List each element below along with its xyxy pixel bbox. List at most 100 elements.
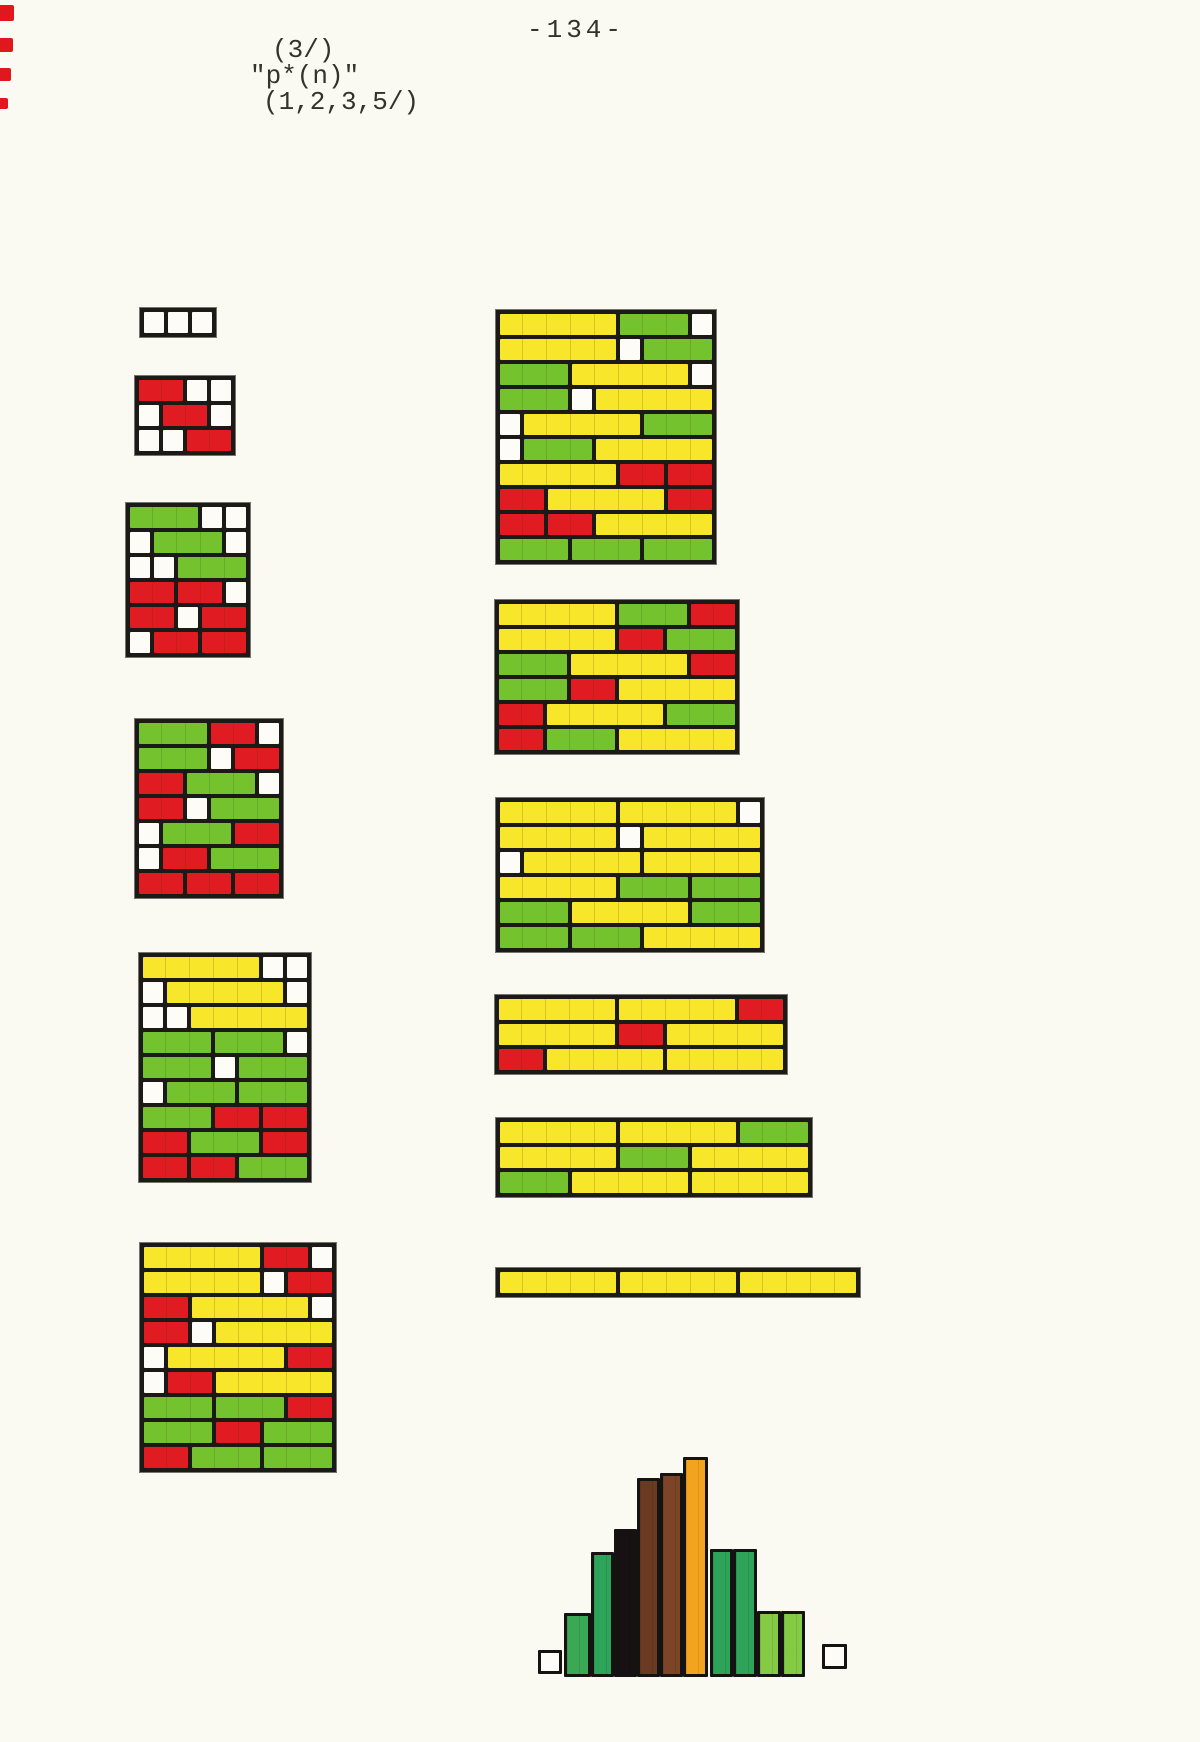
paper-edge-red-mark: [0, 5, 14, 21]
paper-edge-red-mark: [0, 38, 13, 52]
block-red-2: [139, 798, 183, 819]
block-white-1: [312, 1247, 332, 1268]
diagram-compositions-15: [496, 1268, 860, 1297]
block-white-1: [178, 607, 198, 628]
block-red-2: [499, 729, 543, 750]
block-yellow-5: [620, 802, 736, 823]
block-yellow-5: [499, 629, 615, 650]
diagram-compositions-12: [495, 995, 787, 1074]
block-white-1: [192, 1322, 212, 1343]
block-green-3: [500, 902, 568, 923]
block-red-2: [130, 607, 174, 628]
block-yellow-5: [596, 514, 712, 535]
block-yellow-5: [499, 604, 615, 625]
block-green-3: [143, 1057, 211, 1078]
block-red-2: [163, 848, 207, 869]
histogram-unit-square-right: [822, 1644, 847, 1669]
block-yellow-5: [644, 827, 760, 848]
block-red-2: [548, 514, 592, 535]
block-green-3: [740, 1122, 808, 1143]
block-green-3: [264, 1447, 332, 1468]
block-yellow-5: [500, 1272, 616, 1293]
block-white-1: [130, 532, 150, 553]
block-red-2: [130, 582, 174, 603]
block-yellow-5: [572, 364, 688, 385]
block-green-3: [667, 704, 735, 725]
block-white-1: [692, 314, 712, 335]
block-red-2: [619, 1024, 663, 1045]
block-green-3: [500, 1172, 568, 1193]
block-red-2: [500, 514, 544, 535]
block-white-1: [264, 1272, 284, 1293]
block-green-3: [239, 1082, 307, 1103]
block-white-1: [143, 1082, 163, 1103]
block-white-1: [167, 1007, 187, 1028]
block-green-3: [524, 439, 592, 460]
block-yellow-5: [667, 1024, 783, 1045]
block-yellow-5: [500, 827, 616, 848]
block-green-3: [644, 539, 712, 560]
block-red-2: [211, 723, 255, 744]
diagram-compositions-5: [126, 503, 250, 657]
block-red-2: [264, 1247, 308, 1268]
block-yellow-5: [500, 1122, 616, 1143]
block-yellow-5: [667, 1049, 783, 1070]
block-white-1: [143, 1007, 163, 1028]
block-white-1: [740, 802, 760, 823]
block-white-1: [130, 557, 150, 578]
block-white-1: [143, 982, 163, 1003]
block-red-2: [202, 607, 246, 628]
block-red-2: [144, 1447, 188, 1468]
block-green-3: [547, 729, 615, 750]
block-red-2: [191, 1157, 235, 1178]
block-green-3: [644, 414, 712, 435]
block-yellow-5: [644, 927, 760, 948]
block-white-1: [144, 1347, 164, 1368]
block-red-2: [215, 1107, 259, 1128]
block-red-2: [187, 430, 231, 451]
block-yellow-5: [692, 1172, 808, 1193]
block-red-2: [499, 704, 543, 725]
block-white-1: [187, 380, 207, 401]
block-green-3: [692, 877, 760, 898]
block-white-1: [144, 1372, 164, 1393]
block-red-2: [139, 773, 183, 794]
histogram-bar-black: [614, 1529, 637, 1677]
histogram-bar-teal: [591, 1552, 614, 1677]
diagram-compositions-10: [495, 600, 739, 754]
block-red-2: [235, 873, 279, 894]
block-green-3: [144, 1397, 212, 1418]
diagram-compositions-7: [139, 953, 311, 1182]
block-yellow-5: [619, 999, 735, 1020]
block-yellow-5: [572, 1172, 688, 1193]
block-green-3: [619, 604, 687, 625]
block-yellow-5: [500, 314, 616, 335]
block-red-2: [691, 654, 735, 675]
block-green-3: [143, 1107, 211, 1128]
block-red-2: [202, 632, 246, 653]
block-yellow-5: [500, 877, 616, 898]
block-green-3: [264, 1422, 332, 1443]
block-green-3: [187, 773, 255, 794]
diagram-compositions-13: [496, 1118, 812, 1197]
block-red-2: [288, 1397, 332, 1418]
block-green-3: [572, 539, 640, 560]
block-white-1: [500, 414, 520, 435]
block-green-3: [644, 339, 712, 360]
block-green-3: [692, 902, 760, 923]
block-green-3: [211, 798, 279, 819]
histogram-bar-green_right: [757, 1611, 781, 1677]
block-red-2: [154, 632, 198, 653]
block-red-2: [288, 1272, 332, 1293]
annotation-line-1: (3/): [272, 35, 335, 65]
block-yellow-5: [547, 1049, 663, 1070]
block-green-3: [192, 1447, 260, 1468]
block-green-3: [154, 532, 222, 553]
histogram-unit-square-left: [538, 1650, 562, 1674]
block-red-2: [288, 1347, 332, 1368]
histogram-bar-green_right: [781, 1611, 805, 1677]
block-white-1: [572, 389, 592, 410]
block-green-3: [211, 848, 279, 869]
block-white-1: [144, 312, 164, 333]
